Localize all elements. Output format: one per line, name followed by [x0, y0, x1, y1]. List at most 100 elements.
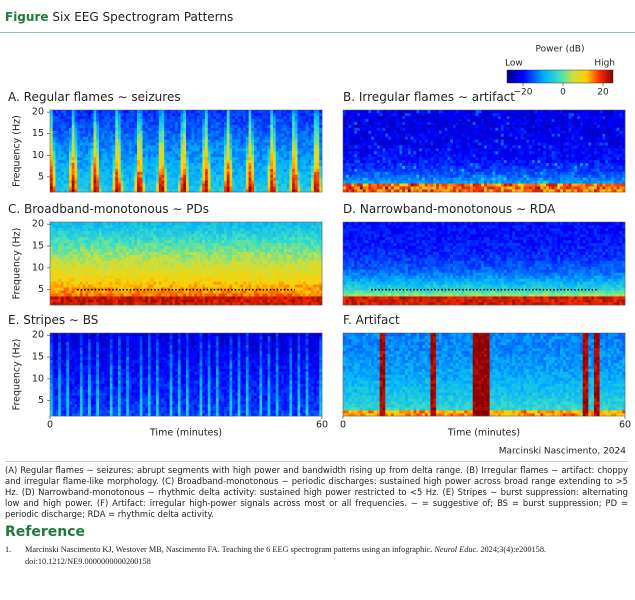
spectrogram-cell	[262, 110, 266, 114]
spectrogram-cell	[359, 162, 364, 166]
spectrogram-cell	[286, 121, 290, 125]
spectrogram-cell	[275, 156, 279, 161]
spectrogram-cell	[450, 127, 454, 131]
spectrogram-cell	[283, 177, 287, 181]
spectrogram-cell	[278, 121, 282, 125]
spectrogram-cell	[270, 136, 274, 140]
spectrogram-cell	[273, 165, 277, 169]
spectrogram-cell	[142, 115, 146, 120]
spectrogram-cell	[402, 189, 406, 193]
spectrogram-cell	[427, 139, 431, 143]
spectrogram-cell	[153, 121, 157, 125]
spectrogram-cell	[169, 156, 173, 161]
spectrogram-cell	[66, 153, 70, 158]
spectrogram-cell	[551, 159, 555, 164]
spectrogram-cell	[180, 168, 184, 172]
spectrogram-cell	[382, 118, 386, 123]
spectrogram-cell	[186, 189, 190, 193]
spectrogram-cell	[399, 168, 403, 172]
spectrogram-cell	[464, 186, 468, 190]
spectrogram-cell	[343, 153, 347, 158]
spectrogram-cell	[55, 153, 59, 158]
spectrogram-cell	[376, 139, 380, 143]
spectrogram-cell	[175, 183, 179, 187]
spectrogram-cell	[495, 186, 499, 190]
spectrogram-cell	[557, 174, 561, 178]
spectrogram-cell	[109, 139, 113, 143]
spectrogram-cell	[436, 110, 440, 114]
spectrogram-cell	[506, 165, 510, 169]
spectrogram-cell	[461, 127, 465, 131]
spectrogram-cell	[273, 139, 277, 143]
spectrogram-cell	[196, 139, 200, 143]
spectrogram-cell	[512, 168, 516, 172]
spectrogram-cell	[71, 142, 75, 146]
spectrogram-cell	[66, 145, 70, 149]
spectrogram-cell	[343, 136, 347, 140]
spectrogram-cell	[50, 115, 54, 120]
spectrogram-cell	[509, 112, 513, 117]
spectrogram-cell	[169, 145, 173, 149]
spectrogram-cell	[145, 171, 149, 175]
spectrogram-cell	[234, 159, 238, 164]
spectrogram-cell	[205, 183, 209, 187]
spectrogram-cell	[537, 130, 541, 134]
spectrogram-cell	[297, 183, 301, 187]
spectrogram-cell	[115, 156, 119, 161]
spectrogram-cell	[531, 130, 536, 134]
spectrogram-cell	[161, 139, 165, 143]
spectrogram-cell	[191, 153, 195, 158]
spectrogram-cell	[509, 189, 513, 193]
spectrogram-cell	[96, 162, 100, 166]
spectrogram-cell	[461, 159, 465, 164]
spectrogram-cell	[215, 171, 219, 175]
spectrogram-cell	[79, 183, 83, 187]
spectrogram-cell	[319, 177, 323, 181]
spectrogram-cell	[128, 183, 132, 187]
spectrogram-cell	[379, 168, 383, 172]
spectrogram-cell	[237, 139, 241, 143]
spectrogram-cell	[515, 139, 519, 143]
spectrogram-cell	[286, 142, 290, 146]
spectrogram-cell	[354, 136, 358, 140]
spectrogram-cell	[546, 165, 550, 169]
spectrogram-cell	[74, 130, 78, 134]
spectrogram-cell	[365, 183, 369, 187]
spectrogram-cell	[546, 189, 550, 193]
spectrogram-cell	[481, 112, 485, 117]
spectrogram-cell	[278, 139, 282, 143]
spectrogram-cell	[433, 168, 437, 172]
spectrogram-cell	[517, 174, 521, 178]
spectrogram-cell	[316, 139, 320, 143]
spectrogram-cell	[186, 186, 190, 190]
spectrogram-cell	[472, 133, 476, 137]
spectrogram-cell	[300, 180, 304, 184]
spectrogram-cell	[150, 127, 154, 131]
spectrogram-cell	[180, 142, 184, 146]
spectrogram-cell	[407, 162, 411, 166]
spectrogram-cell	[172, 148, 176, 152]
spectrogram-cell	[166, 136, 170, 140]
spectrogram-cell	[194, 156, 198, 161]
spectrogram-cell	[120, 189, 124, 193]
spectrogram-cell	[382, 145, 386, 149]
spectrogram-cell	[548, 121, 552, 125]
spectrogram-cell	[112, 153, 116, 158]
spectrogram-cell	[202, 115, 206, 120]
spectrogram-cell	[379, 151, 383, 155]
spectrogram-cell	[96, 171, 100, 175]
spectrogram-cell	[433, 189, 437, 193]
spectrogram-cell	[305, 189, 309, 193]
spectrogram-cell	[215, 165, 219, 169]
spectrogram-cell	[407, 186, 411, 190]
spectrogram-cell	[531, 121, 536, 125]
spectrogram-cell	[275, 142, 279, 146]
spectrogram-cell	[194, 151, 198, 155]
spectrogram-cell	[107, 139, 111, 143]
spectrogram-cell	[215, 174, 219, 178]
spectrogram-cell	[139, 124, 143, 128]
spectrogram-cell	[551, 148, 555, 152]
spectrogram-cell	[207, 148, 211, 152]
spectrogram-cell	[444, 115, 448, 120]
spectrogram-cell	[546, 112, 550, 117]
